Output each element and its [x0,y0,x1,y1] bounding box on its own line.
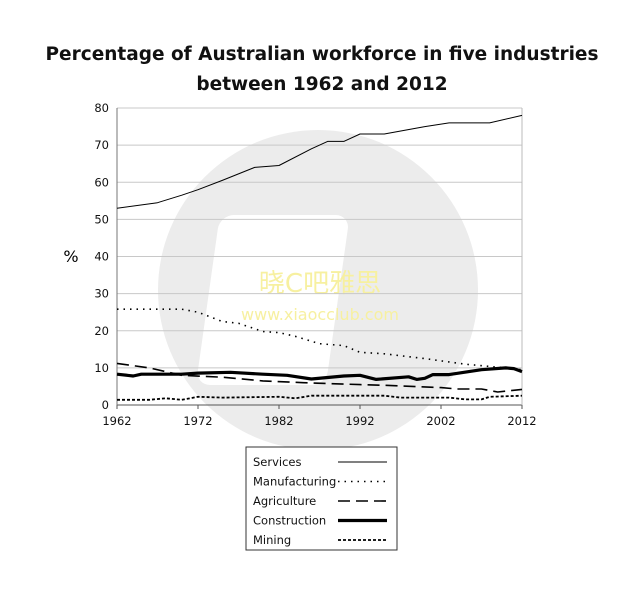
legend-box [245,446,398,551]
y-tick-label: 80 [94,101,109,115]
legend-label-agriculture: Agriculture [253,494,316,508]
x-tick-label: 2002 [426,414,455,428]
y-tick-label: 20 [94,324,109,338]
chart-title-line-1: Percentage of Australian workforce in fi… [46,44,599,65]
y-tick-label: 10 [94,361,109,375]
series-line-mining [117,394,523,401]
y-tick-label: 0 [102,398,109,412]
y-tick-label: 60 [94,175,109,189]
y-tick-label: 30 [94,287,109,301]
y-tick-label: 40 [94,250,109,264]
legend-label-services: Services [253,455,302,469]
y-tick-label: 70 [94,138,109,152]
series-line-services [116,114,523,209]
y-axis-label: % [63,247,78,266]
legend-label-mining: Mining [253,533,291,547]
chart-title-line-2: between 1962 and 2012 [196,74,447,95]
x-tick-label: 2012 [507,414,536,428]
x-tick-label: 1992 [345,414,374,428]
y-tick-label: 50 [94,212,109,226]
x-tick-label: 1962 [102,414,131,428]
legend-label-construction: Construction [253,514,326,528]
legend: Services Manufacturing Agriculture Construc… [245,446,398,551]
watermark: 晓C吧雅思 www.xiaocclub.com [158,130,478,450]
watermark-text-cn: 晓C吧雅思 [259,269,381,299]
x-tick-label: 1982 [264,414,293,428]
x-tick-label: 1972 [183,414,212,428]
series-line-construction [116,366,523,381]
legend-label-manufacturing: Manufacturing [253,475,336,489]
watermark-text-url: www.xiaocclub.com [241,305,399,324]
